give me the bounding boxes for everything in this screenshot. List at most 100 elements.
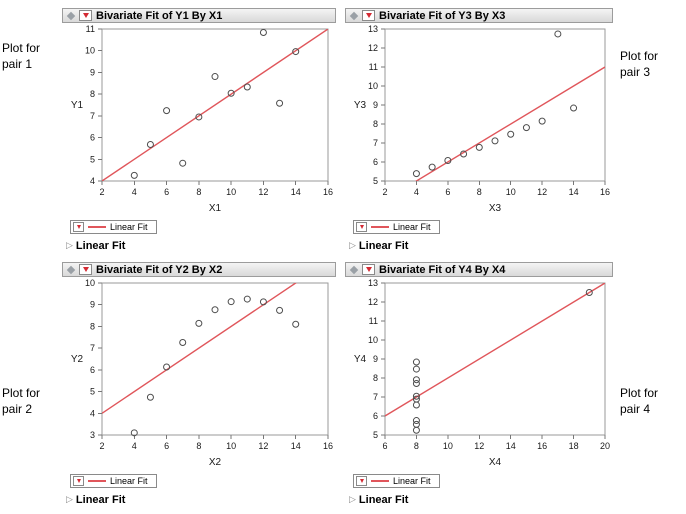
linear-fit-legend[interactable]: Linear Fit <box>70 220 157 234</box>
svg-text:5: 5 <box>90 154 95 164</box>
legend-row: Linear Fit <box>70 472 336 490</box>
linear-fit-legend[interactable]: Linear Fit <box>70 474 157 488</box>
svg-text:14: 14 <box>569 187 579 197</box>
svg-text:2: 2 <box>382 187 387 197</box>
svg-text:12: 12 <box>368 43 378 53</box>
svg-text:2: 2 <box>99 441 104 451</box>
scatter-plot-y2-x2[interactable]: 2 4 6 8 10 12 14 16 3 4 5 6 7 8 9 10 Y2 X2 <box>62 277 336 469</box>
svg-text:6: 6 <box>373 411 378 421</box>
svg-text:8: 8 <box>373 373 378 383</box>
red-triangle-menu-button[interactable] <box>356 476 367 486</box>
svg-text:2: 2 <box>99 187 104 197</box>
legend-row: Linear Fit <box>353 472 613 490</box>
disclosure-triangle-icon[interactable]: ▷ <box>66 494 73 504</box>
svg-text:X2: X2 <box>209 457 222 468</box>
svg-text:4: 4 <box>132 441 137 451</box>
red-triangle-icon <box>359 225 364 229</box>
svg-text:8: 8 <box>477 187 482 197</box>
panel-title: Bivariate Fit of Y4 By X4 <box>379 263 506 276</box>
red-triangle-menu-button[interactable] <box>73 476 84 486</box>
svg-text:9: 9 <box>90 67 95 77</box>
svg-text:9: 9 <box>90 300 95 310</box>
svg-text:8: 8 <box>373 119 378 129</box>
panel-title: Bivariate Fit of Y2 By X2 <box>96 263 223 276</box>
outline-diamond-icon[interactable] <box>66 265 76 274</box>
svg-text:6: 6 <box>373 157 378 167</box>
svg-text:14: 14 <box>291 441 301 451</box>
svg-text:3: 3 <box>90 430 95 440</box>
svg-text:8: 8 <box>90 321 95 331</box>
disclosure-triangle-icon[interactable]: ▷ <box>349 494 356 504</box>
linear-fit-outline-node[interactable]: ▷ Linear Fit <box>349 238 613 253</box>
svg-text:12: 12 <box>537 187 547 197</box>
red-triangle-icon <box>76 225 81 229</box>
outline-diamond-icon[interactable] <box>349 265 359 274</box>
legend-row: Linear Fit <box>353 218 613 236</box>
svg-text:7: 7 <box>373 392 378 402</box>
panel-titlebar: Bivariate Fit of Y3 By X3 <box>345 8 613 23</box>
panel-title: Bivariate Fit of Y3 By X3 <box>379 9 506 22</box>
red-triangle-icon <box>76 479 81 483</box>
svg-text:12: 12 <box>368 297 378 307</box>
svg-text:X4: X4 <box>489 457 502 468</box>
svg-text:7: 7 <box>373 138 378 148</box>
svg-text:16: 16 <box>323 441 333 451</box>
linear-fit-outline-node[interactable]: ▷ Linear Fit <box>66 492 336 507</box>
outline-label: Linear Fit <box>75 493 126 506</box>
scatter-plot-y3-x3[interactable]: 2 4 6 8 10 12 14 16 5 6 7 8 9 10 11 12 13 Y3 X3 <box>345 23 613 215</box>
svg-text:8: 8 <box>196 441 201 451</box>
red-triangle-menu-button[interactable] <box>79 10 92 21</box>
red-triangle-icon <box>359 479 364 483</box>
red-triangle-menu-button[interactable] <box>362 10 375 21</box>
linear-fit-legend[interactable]: Linear Fit <box>353 474 440 488</box>
annotation-pair-4: Plot for pair 4 <box>620 386 659 416</box>
svg-text:10: 10 <box>368 81 378 91</box>
svg-text:6: 6 <box>382 441 387 451</box>
svg-text:13: 13 <box>368 24 378 34</box>
linear-fit-outline-node[interactable]: ▷ Linear Fit <box>66 238 336 253</box>
fit-line-swatch <box>371 226 389 228</box>
svg-text:7: 7 <box>90 111 95 121</box>
red-triangle-menu-button[interactable] <box>79 264 92 275</box>
outline-diamond-icon[interactable] <box>66 11 76 20</box>
disclosure-triangle-icon[interactable]: ▷ <box>66 240 73 250</box>
svg-text:5: 5 <box>373 176 378 186</box>
report-panel-y2-x2: Bivariate Fit of Y2 By X2 2 4 6 8 10 12 14 16 3 4… <box>62 262 336 507</box>
svg-text:10: 10 <box>506 187 516 197</box>
report-panel-y1-x1: Bivariate Fit of Y1 By X1 2 4 6 8 10 12 14 16 4 5… <box>62 8 336 253</box>
svg-text:11: 11 <box>369 316 378 326</box>
svg-text:5: 5 <box>373 430 378 440</box>
outline-label: Linear Fit <box>358 239 409 252</box>
svg-text:12: 12 <box>258 187 268 197</box>
red-triangle-menu-button[interactable] <box>356 222 367 232</box>
red-triangle-menu-button[interactable] <box>362 264 375 275</box>
svg-text:10: 10 <box>85 278 95 288</box>
svg-text:8: 8 <box>90 89 95 99</box>
svg-text:6: 6 <box>90 133 95 143</box>
svg-text:10: 10 <box>368 335 378 345</box>
disclosure-triangle-icon[interactable]: ▷ <box>349 240 356 250</box>
svg-text:16: 16 <box>537 441 547 451</box>
outline-diamond-icon[interactable] <box>349 11 359 20</box>
svg-text:X3: X3 <box>489 203 502 214</box>
linear-fit-outline-node[interactable]: ▷ Linear Fit <box>349 492 613 507</box>
annotation-pair-3: Plot for pair 3 <box>620 49 659 79</box>
legend-label: Linear Fit <box>110 222 148 232</box>
svg-text:11: 11 <box>86 24 95 34</box>
red-triangle-menu-button[interactable] <box>73 222 84 232</box>
annotation-pair-1: Plot for pair 1 <box>2 41 41 71</box>
outline-label: Linear Fit <box>75 239 126 252</box>
svg-text:Y1: Y1 <box>71 100 84 111</box>
svg-text:16: 16 <box>323 187 333 197</box>
red-triangle-icon <box>365 13 372 18</box>
svg-text:20: 20 <box>600 441 610 451</box>
svg-text:5: 5 <box>90 387 95 397</box>
linear-fit-legend[interactable]: Linear Fit <box>353 220 440 234</box>
red-triangle-icon <box>82 13 89 18</box>
panel-titlebar: Bivariate Fit of Y1 By X1 <box>62 8 336 23</box>
svg-text:6: 6 <box>445 187 450 197</box>
svg-text:4: 4 <box>90 408 95 418</box>
